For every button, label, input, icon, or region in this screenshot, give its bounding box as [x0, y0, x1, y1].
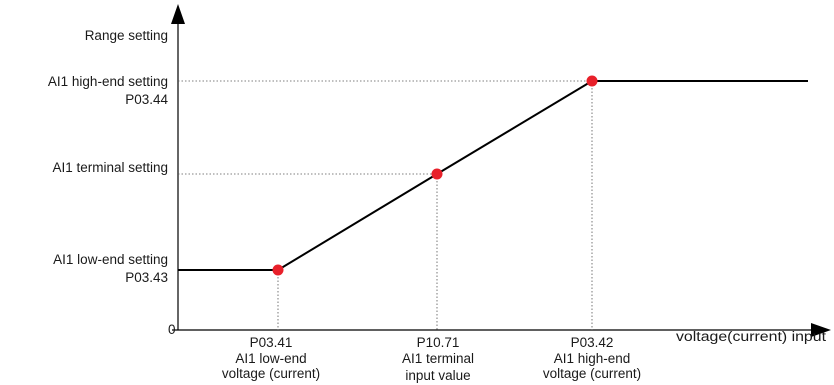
x-low-code: P03.41: [250, 335, 293, 350]
y-low-label-code: P03.43: [125, 270, 168, 285]
x-terminal-line1: AI1 terminal: [402, 351, 474, 366]
x-high-line1: AI1 high-end: [554, 351, 631, 366]
low-end-point: [272, 264, 284, 276]
origin-label: 0: [168, 322, 176, 337]
setting-curve: [178, 80, 808, 271]
x-high-line2: voltage (current): [543, 366, 641, 381]
x-low-line1: AI1 low-end: [235, 351, 306, 366]
y-high-label-code: P03.44: [125, 92, 168, 107]
y-low-label-line1: AI1 low-end setting: [53, 252, 168, 267]
high-end-point: [586, 75, 598, 87]
guide-lines: [178, 80, 593, 330]
x-low-line2: voltage (current): [222, 366, 320, 381]
x-high-code: P03.42: [571, 335, 614, 350]
y-axis-title: Range setting: [85, 28, 168, 43]
x-terminal-line2: input value: [405, 368, 470, 383]
y-high-label-line1: AI1 high-end setting: [48, 74, 168, 89]
x-terminal-code: P10.71: [417, 335, 460, 350]
y-axis-arrow-icon: [171, 4, 185, 24]
y-terminal-label: AI1 terminal setting: [52, 160, 168, 175]
x-axis-title: voltage(current) input: [676, 329, 826, 344]
x-axis-arrow-icon: [811, 323, 831, 337]
terminal-point: [431, 168, 443, 180]
